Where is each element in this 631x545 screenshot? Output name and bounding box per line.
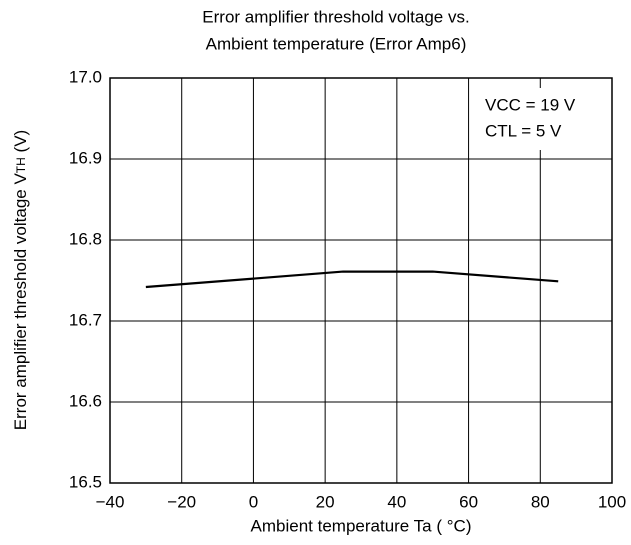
annotation: VCC = 19 V — [485, 95, 576, 114]
x-tick-label: 60 — [459, 492, 478, 511]
chart-title: Error amplifier threshold voltage vs. — [202, 7, 469, 26]
y-axis-label-end: (V) — [11, 130, 30, 157]
x-tick-label: 40 — [387, 492, 406, 511]
y-axis-label-main: Error amplifier threshold voltage V — [11, 173, 30, 431]
x-tick-label: −20 — [167, 492, 196, 511]
plot-frame — [109, 77, 613, 484]
y-tick-label: 16.6 — [69, 391, 102, 410]
y-tick-label: 16.8 — [69, 229, 102, 248]
y-axis-label: Error amplifier threshold voltage VTH (V… — [11, 130, 30, 430]
data-line — [145, 270, 559, 289]
y-tick-label: 16.7 — [69, 310, 102, 329]
x-axis-label: Ambient temperature Ta ( °C) — [251, 516, 472, 535]
y-axis-label-sub: TH — [14, 157, 28, 173]
chart-title: Ambient temperature (Error Amp6) — [206, 34, 467, 53]
y-tick-label: 16.5 — [69, 472, 102, 491]
x-tick-label: 20 — [316, 492, 335, 511]
y-tick-label: 16.9 — [69, 148, 102, 167]
x-tick-label: 80 — [531, 492, 550, 511]
annotation: CTL = 5 V — [485, 121, 562, 140]
y-tick-label: 17.0 — [69, 67, 102, 86]
x-tick-label: 100 — [598, 492, 626, 511]
x-tick-label: 0 — [249, 492, 258, 511]
annotation-box — [478, 88, 604, 150]
x-tick-label: −40 — [96, 492, 125, 511]
